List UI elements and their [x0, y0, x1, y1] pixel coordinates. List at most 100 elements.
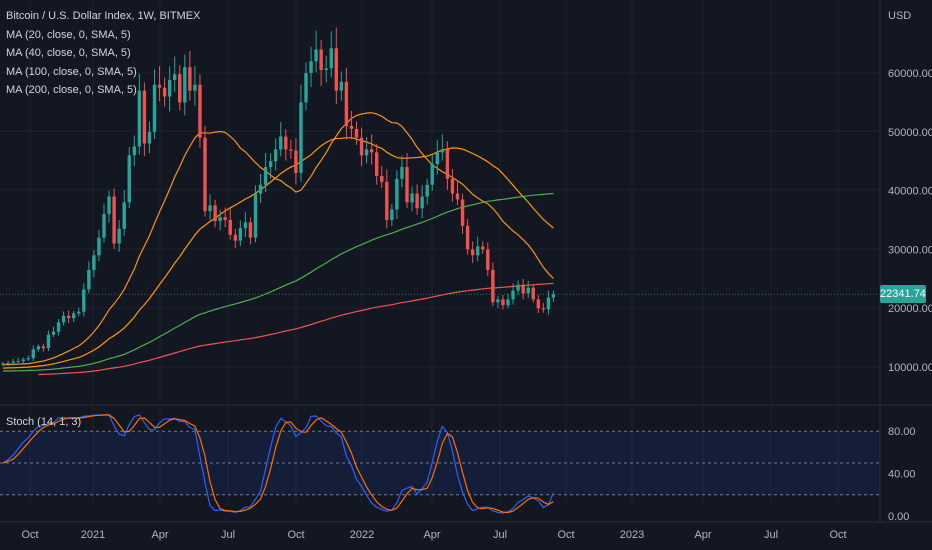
candle-body: [213, 205, 217, 222]
candle-body: [122, 202, 126, 229]
candle-body: [107, 196, 111, 215]
candle-body: [415, 193, 419, 209]
candle-body: [36, 346, 41, 350]
candle-body: [183, 67, 187, 103]
candle-body: [491, 269, 495, 303]
candle-body: [203, 137, 207, 212]
candle-body: [16, 361, 20, 363]
time-tick-label: Oct: [557, 529, 574, 541]
candle-body: [405, 167, 409, 203]
candle-body: [258, 184, 263, 194]
candle-body: [359, 137, 364, 156]
candle-body: [162, 87, 167, 97]
candle-body: [551, 294, 556, 298]
candle-body: [511, 290, 515, 300]
symbol-title[interactable]: Bitcoin / U.S. Dollar Index, 1W, BITMEX: [6, 10, 201, 22]
candle-body: [364, 149, 369, 156]
candle-body: [51, 331, 56, 335]
candle-body: [127, 155, 131, 203]
time-tick-label: 2021: [81, 529, 105, 541]
time-tick-label: Jul: [764, 529, 778, 541]
candle-body: [450, 178, 455, 194]
candle-body: [536, 299, 540, 309]
candle-body: [294, 150, 298, 173]
candle-body: [334, 48, 338, 91]
candle-body: [142, 90, 147, 144]
candle-body: [77, 311, 81, 314]
candle-body: [41, 346, 46, 349]
candle-body: [531, 287, 535, 300]
candle-body: [546, 297, 551, 310]
candle-body: [263, 167, 268, 185]
candle-body: [526, 287, 530, 294]
candle-body: [92, 255, 96, 270]
candle-body: [410, 193, 414, 203]
time-tick-label: 2022: [350, 529, 374, 541]
candle-body: [506, 299, 510, 306]
time-tick-label: 2023: [620, 529, 644, 541]
candle-body: [173, 74, 177, 81]
currency-label: USD: [888, 10, 911, 22]
candle-body: [238, 228, 243, 241]
candle-body: [223, 217, 227, 220]
candle-body: [152, 84, 157, 132]
candle-body: [349, 125, 354, 129]
stoch-d-line: [2, 414, 554, 514]
candle-body: [375, 152, 379, 176]
candle-body: [157, 84, 162, 88]
stoch-tick-label: 80.00: [888, 426, 916, 438]
candle-body: [253, 193, 258, 238]
ma20-line: [2, 112, 554, 366]
candle-body: [481, 246, 485, 250]
candle-body: [435, 152, 439, 165]
candle-body: [420, 196, 424, 209]
candle-body: [400, 167, 404, 179]
candle-body: [228, 220, 232, 235]
ma100-label[interactable]: MA (100, close, 0, SMA, 5): [6, 65, 137, 78]
candle-body: [137, 90, 142, 147]
candle-body: [289, 149, 293, 151]
candle-body: [395, 178, 399, 210]
candle-body: [31, 349, 35, 359]
candle-body: [279, 136, 283, 150]
ma200-label[interactable]: MA (200, close, 0, SMA, 5): [6, 84, 137, 96]
candle-body: [304, 73, 308, 103]
candle-body: [198, 84, 202, 138]
ma40-label[interactable]: MA (40, close, 0, SMA, 5): [6, 47, 131, 59]
time-tick-label: Apr: [423, 529, 440, 541]
time-tick-label: Jul: [493, 529, 507, 541]
candle-body: [61, 315, 66, 323]
candle-body: [354, 128, 359, 138]
candle-body: [6, 362, 10, 364]
stoch-label[interactable]: Stoch (14, 1, 3): [6, 416, 82, 428]
candle-body: [329, 48, 333, 69]
candle-body: [284, 136, 288, 150]
candle-body: [445, 149, 450, 179]
chart-legend: Bitcoin / U.S. Dollar Index, 1W, BITMEX …: [6, 7, 200, 100]
candle-body: [208, 205, 212, 212]
candle-body: [248, 222, 253, 238]
candle-body: [193, 84, 197, 91]
candle-body: [26, 358, 30, 360]
candle-body: [460, 199, 465, 226]
stoch-tick-label: 0.00: [888, 511, 909, 523]
candle-body: [455, 193, 460, 200]
last-price-tag: 22341.74: [880, 285, 926, 303]
candle-body: [112, 196, 116, 244]
candle-body: [132, 146, 136, 156]
ma20-label[interactable]: MA (20, close, 0, SMA, 5): [6, 28, 131, 41]
time-tick-label: Apr: [151, 529, 168, 541]
candle-body: [66, 315, 71, 319]
candle-body: [11, 361, 15, 363]
candle-body: [82, 289, 86, 312]
candle-body: [339, 81, 344, 91]
candle-body: [319, 49, 323, 71]
candle-body: [390, 209, 394, 220]
price-tick-label: 60000.00: [888, 68, 932, 80]
candle-body: [470, 249, 475, 256]
candle-body: [243, 222, 248, 229]
candle-body: [299, 102, 303, 173]
candle-body: [167, 80, 172, 97]
time-tick-label: Apr: [694, 529, 711, 541]
